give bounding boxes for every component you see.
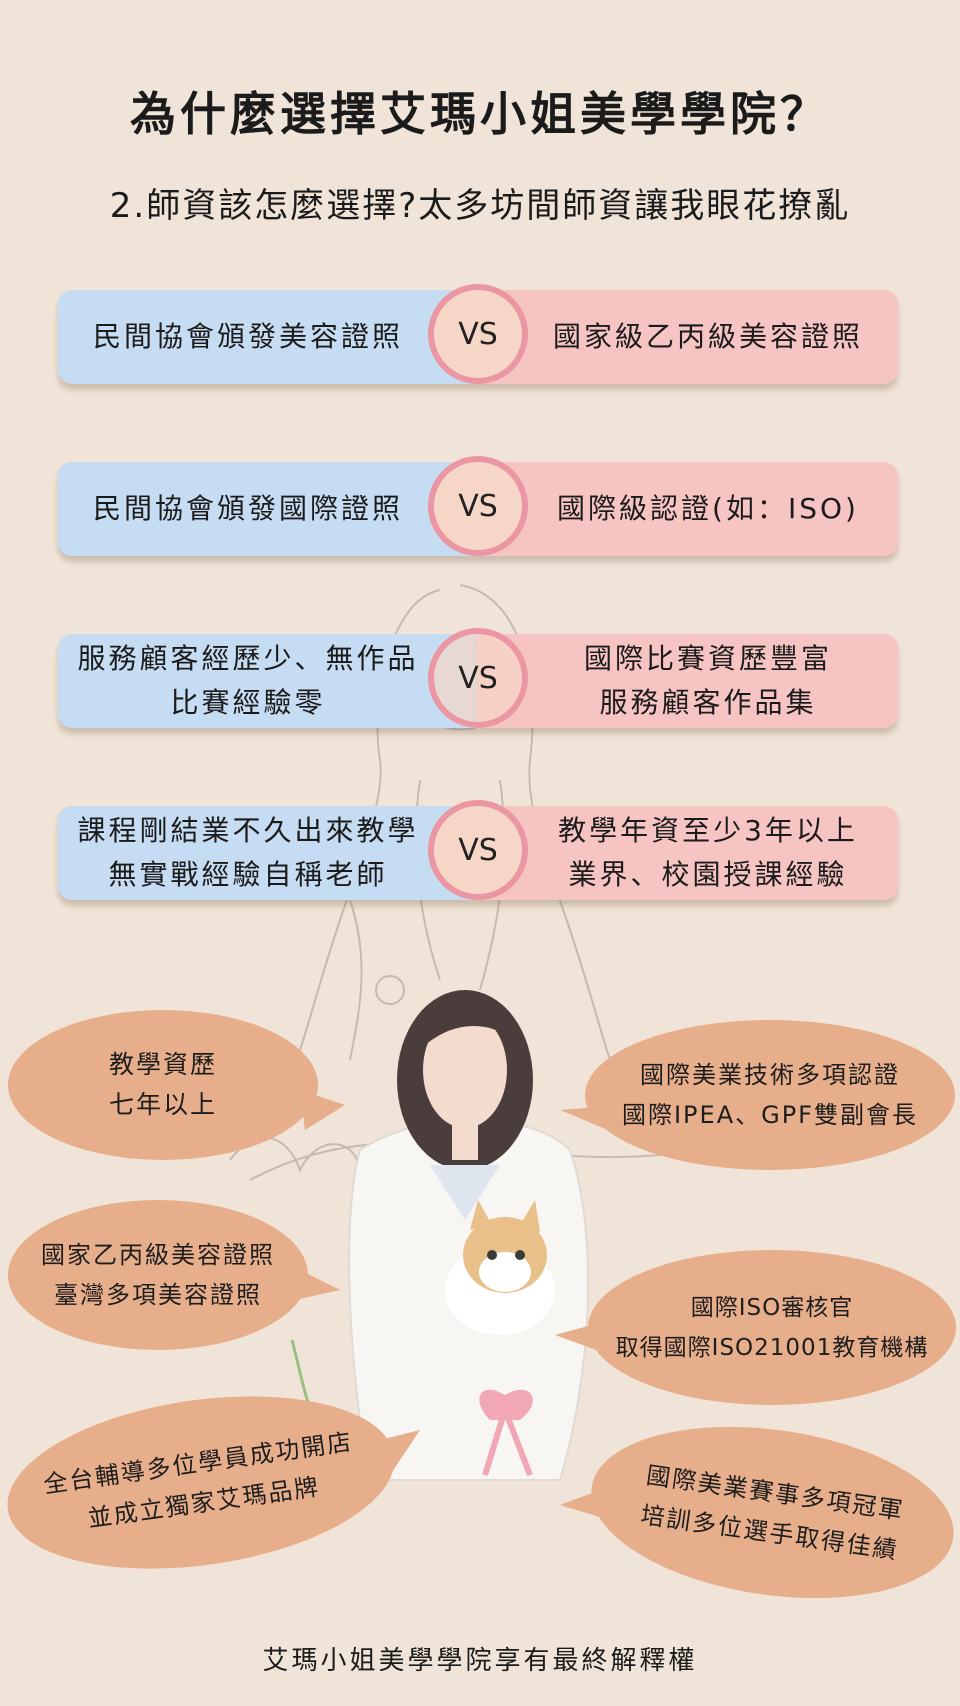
bubble-text: 七年以上 xyxy=(108,1090,217,1119)
vs-badge: VS xyxy=(428,628,528,728)
comparison-right-text: 國家級乙丙級美容證照 xyxy=(552,320,863,353)
vs-label: VS xyxy=(458,832,498,868)
page-title: 為什麼選擇艾瑪小姐美學學院？ xyxy=(130,87,830,141)
bubble-text: 國際美業技術多項認證 xyxy=(640,1061,900,1089)
vs-badge: VS xyxy=(428,284,528,384)
comparison-right-text: 國際級認證(如：ISO) xyxy=(557,492,859,525)
speech-bubble: 國家乙丙級美容證照 臺灣多項美容證照 xyxy=(8,1200,308,1350)
comparison-left-text: 民間協會頒發美容證照 xyxy=(92,320,403,353)
vs-badge: VS xyxy=(428,456,528,556)
comparison-right-text: 教學年資至少3年以上 xyxy=(558,814,858,847)
vs-badge: VS xyxy=(428,800,528,900)
page-subtitle: 2.師資該怎麼選擇?太多坊間師資讓我眼花撩亂 xyxy=(109,186,851,226)
bubble-text: 國家乙丙級美容證照 xyxy=(41,1241,275,1269)
comparison-left-text: 比賽經驗零 xyxy=(170,686,326,719)
bubble-text: 取得國際ISO21001教育機構 xyxy=(615,1334,929,1361)
bubble-text: 臺灣多項美容證照 xyxy=(54,1281,262,1309)
comparison-left-text: 服務顧客經歷少、無作品 xyxy=(77,642,419,675)
comparison-right-panel: 國際比賽資歷豐富 服務顧客作品集 xyxy=(478,634,898,728)
vs-label: VS xyxy=(458,488,498,524)
comparison-right-text: 服務顧客作品集 xyxy=(599,686,817,719)
comparison-left-text: 民間協會頒發國際證照 xyxy=(92,492,403,525)
bubble-text: 國際IPEA、GPF雙副會長 xyxy=(621,1101,918,1129)
teacher-illustration xyxy=(290,990,590,1481)
comparison-right-panel: 教學年資至少3年以上 業界、校園授課經驗 xyxy=(478,806,898,900)
comparison-right-panel: 國家級乙丙級美容證照 xyxy=(478,290,898,384)
comparison-left-text: 無實戰經驗自稱老師 xyxy=(108,858,388,891)
comparison-right-panel: 國際級認證(如：ISO) xyxy=(478,462,898,556)
comparison-left-panel: 課程剛結業不久出來教學 無實戰經驗自稱老師 xyxy=(58,806,478,900)
vs-label: VS xyxy=(458,660,498,696)
comparison-left-panel: 民間協會頒發國際證照 xyxy=(58,462,478,556)
comparison-row: 民間協會頒發美容證照 國家級乙丙級美容證照 VS xyxy=(58,284,898,388)
comparison-row: 服務顧客經歷少、無作品 比賽經驗零 國際比賽資歷豐富 服務顧客作品集 VS xyxy=(58,628,898,732)
comparison-left-panel: 服務顧客經歷少、無作品 比賽經驗零 xyxy=(58,634,478,728)
speech-bubble: 國際ISO審核官 取得國際ISO21001教育機構 xyxy=(588,1250,956,1405)
bubble-text: 教學資歷 xyxy=(108,1050,217,1079)
bubble-text: 國際ISO審核官 xyxy=(690,1294,854,1321)
comparison-row: 民間協會頒發國際證照 國際級認證(如：ISO) VS xyxy=(58,456,898,560)
vs-label: VS xyxy=(458,316,498,352)
comparison-row: 課程剛結業不久出來教學 無實戰經驗自稱老師 教學年資至少3年以上 業界、校園授課… xyxy=(58,800,898,904)
comparison-right-text: 業界、校園授課經驗 xyxy=(568,858,848,891)
footer-disclaimer: 艾瑪小姐美學學院享有最終解釋權 xyxy=(262,1646,698,1676)
speech-bubble: 國際美業技術多項認證 國際IPEA、GPF雙副會長 xyxy=(585,1020,955,1170)
comparison-left-text: 課程剛結業不久出來教學 xyxy=(77,814,419,847)
comparison-right-text: 國際比賽資歷豐富 xyxy=(583,642,832,675)
comparison-left-panel: 民間協會頒發美容證照 xyxy=(58,290,478,384)
speech-bubble: 教學資歷 七年以上 xyxy=(8,1010,318,1160)
